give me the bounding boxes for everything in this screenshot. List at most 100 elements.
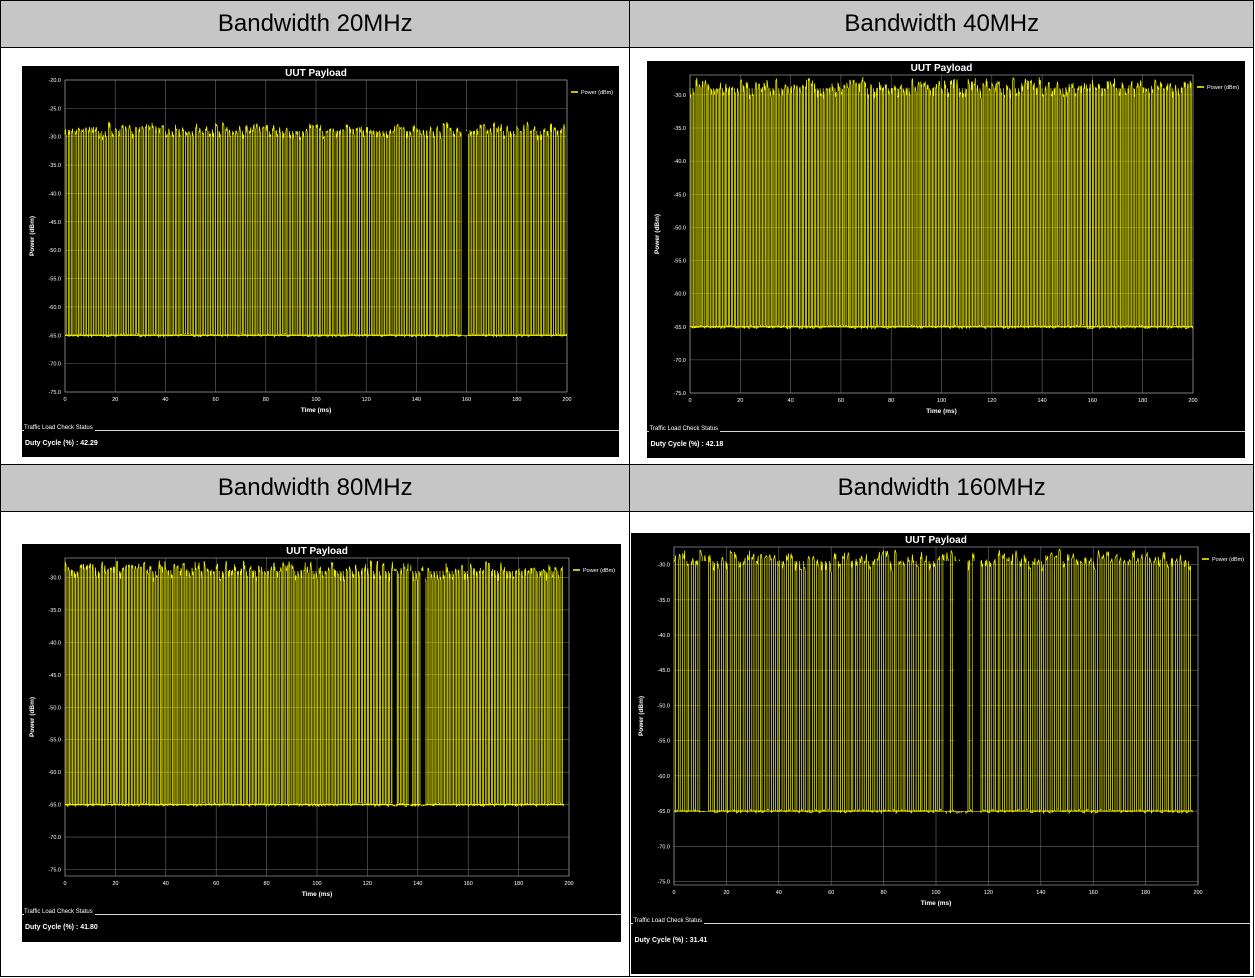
x-tick-label: 60: [829, 890, 835, 896]
y-tick-label: -30.0: [658, 563, 671, 569]
x-tick-label: 40: [162, 397, 168, 403]
trace-gap: [973, 561, 982, 812]
y-tick-label: -55.0: [48, 277, 61, 283]
x-tick-label: 120: [988, 398, 997, 404]
x-axis-label: Time (ms): [927, 408, 958, 415]
power-trace: [674, 548, 1194, 815]
x-tick-label: 80: [264, 881, 270, 887]
y-tick-label: -65.0: [48, 803, 61, 809]
y-tick-label: -50.0: [658, 703, 671, 709]
power-trace: [64, 560, 565, 808]
x-tick-label: 160: [464, 881, 473, 887]
x-tick-label: 120: [363, 881, 372, 887]
x-tick-label: 140: [412, 397, 421, 403]
x-tick-label: 200: [562, 397, 571, 403]
y-tick-label: -35.0: [48, 608, 61, 614]
chart-svg: UUT Payload 0 20 40 60 80 100 120 140 160 180 200 -3…: [654, 63, 1239, 415]
y-tick-label: -70.0: [674, 358, 687, 364]
cell-bw40: UUT Payload 0 20 40 60 80 100 120 140 160 180 200 -3…: [629, 47, 1254, 465]
legend-label: Power (dBm): [581, 90, 613, 96]
y-tick-label: -50.0: [674, 225, 687, 231]
duty-cycle-value: Duty Cycle (%) : 42.29: [25, 440, 98, 447]
x-tick-label: 140: [1037, 890, 1046, 896]
x-tick-label: 60: [213, 881, 219, 887]
y-tick-label: -50.0: [48, 705, 61, 711]
chart-svg: UUT Payload 0 20 40 60 80 100 120 140 160 180 200 -3…: [29, 546, 615, 898]
y-tick-label: -60.0: [48, 770, 61, 776]
x-tick-label: 140: [413, 881, 422, 887]
y-tick-label: -75.0: [48, 390, 61, 396]
y-tick-label: -45.0: [48, 220, 61, 226]
trace-gap: [392, 570, 397, 805]
traffic-status-title: Traffic Load Check Status: [649, 426, 721, 432]
x-tick-label: 80: [263, 397, 269, 403]
x-tick-label: 140: [1038, 398, 1047, 404]
chart-panel-bw80: UUT Payload 0 20 40 60 80 100 120 140 160 180 200 -3…: [22, 544, 621, 942]
y-tick-label: -50.0: [48, 248, 61, 254]
y-tick-label: -65.0: [658, 809, 671, 815]
x-tick-label: 100: [937, 398, 946, 404]
chart-title: UUT Payload: [911, 63, 973, 74]
y-tick-label: -45.0: [48, 673, 61, 679]
trace-gap: [700, 561, 709, 812]
x-tick-label: 100: [312, 881, 321, 887]
x-tick-label: 80: [889, 398, 895, 404]
chart-panel-bw160: UUT Payload 0 20 40 60 80 100 120 140 160 180 200 -3…: [631, 533, 1251, 974]
y-tick-label: -45.0: [674, 192, 687, 198]
y-tick-label: -55.0: [658, 739, 671, 745]
power-trace: [690, 76, 1194, 330]
y-tick-label: -55.0: [48, 738, 61, 744]
y-tick-label: -25.0: [48, 106, 61, 112]
y-tick-label: -35.0: [658, 598, 671, 604]
legend-label: Power (dBm): [1212, 557, 1244, 563]
traffic-status-title: Traffic Load Check Status: [633, 918, 705, 924]
chart-svg: UUT Payload 0 20 40 60 80 100 120 140 160 180 200 -3…: [638, 535, 1244, 907]
y-tick-label: -75.0: [674, 391, 687, 397]
cell-bw160: UUT Payload 0 20 40 60 80 100 120 140 160 180 200 -3…: [629, 511, 1254, 977]
traffic-status-bw20: Traffic Load Check Status Duty Cycle (%)…: [22, 425, 619, 457]
x-tick-label: 180: [514, 881, 523, 887]
trace-gap: [954, 561, 968, 812]
x-tick-label: 0: [63, 397, 66, 403]
legend-label: Power (dBm): [583, 568, 615, 574]
x-tick-label: 180: [512, 397, 521, 403]
x-tick-label: 160: [462, 397, 471, 403]
x-tick-label: 160: [1088, 398, 1097, 404]
y-axis-label: Power (dBm): [29, 216, 36, 256]
y-tick-label: -30.0: [48, 135, 61, 141]
chart-title: UUT Payload: [286, 546, 348, 557]
x-tick-label: 180: [1139, 398, 1148, 404]
traffic-status-title: Traffic Load Check Status: [24, 425, 95, 431]
x-tick-label: 0: [63, 881, 66, 887]
x-tick-label: 60: [213, 397, 219, 403]
x-tick-label: 60: [838, 398, 844, 404]
x-tick-label: 120: [362, 397, 371, 403]
x-axis-label: Time (ms): [302, 891, 333, 898]
traffic-status-bw80: Traffic Load Check Status Duty Cycle (%)…: [22, 909, 621, 942]
y-tick-label: -40.0: [674, 159, 687, 165]
cell-bw80: UUT Payload 0 20 40 60 80 100 120 140 160 180 200 -3…: [0, 511, 631, 977]
trace-gap: [944, 561, 950, 812]
x-tick-label: 200: [1189, 398, 1198, 404]
y-axis-label: Power (dBm): [638, 696, 645, 736]
y-axis-label: Power (dBm): [654, 214, 661, 254]
y-tick-label: -65.0: [48, 333, 61, 339]
x-tick-label: 20: [112, 397, 118, 403]
x-tick-label: 40: [776, 890, 782, 896]
x-tick-label: 0: [689, 398, 692, 404]
duty-cycle-value: Duty Cycle (%) : 31.41: [634, 937, 708, 944]
header-bw160: Bandwidth 160MHz: [629, 464, 1254, 512]
x-tick-label: 200: [564, 881, 573, 887]
x-tick-label: 0: [673, 890, 676, 896]
y-tick-label: -35.0: [674, 126, 687, 132]
y-tick-label: -60.0: [674, 292, 687, 298]
cell-bw20: UUT Payload 0 20 40 60 80 100 120 140 160 180 200 -2…: [0, 47, 631, 465]
header-bw20: Bandwidth 20MHz: [0, 0, 631, 48]
y-tick-label: -45.0: [658, 668, 671, 674]
y-tick-label: -60.0: [658, 774, 671, 780]
chart-panel-bw40: UUT Payload 0 20 40 60 80 100 120 140 160 180 200 -3…: [647, 61, 1246, 458]
x-tick-label: 20: [112, 881, 118, 887]
duty-cycle-value: Duty Cycle (%) : 41.80: [25, 924, 98, 931]
plot-frame: [674, 546, 1199, 886]
trace-gap: [408, 570, 412, 805]
